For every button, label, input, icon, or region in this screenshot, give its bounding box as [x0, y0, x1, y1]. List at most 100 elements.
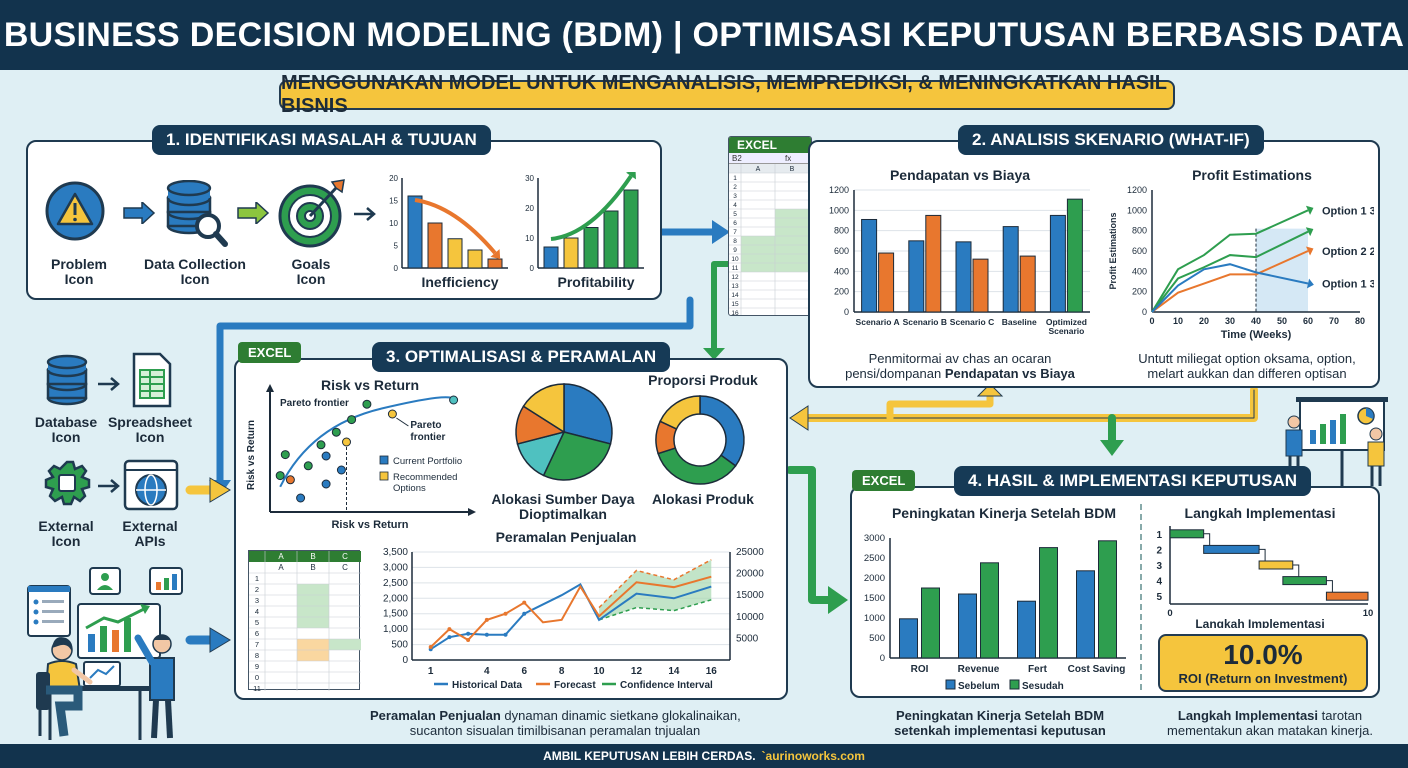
- gantt-bar: [1325, 591, 1369, 601]
- target-icon: [278, 179, 345, 248]
- tick-label: 5: [394, 242, 399, 251]
- arrow-icon: [354, 207, 376, 221]
- row-header: 5: [733, 211, 737, 218]
- legend-swatch: [945, 679, 956, 690]
- chart-title: Risk vs Return: [321, 377, 419, 393]
- data-point: [522, 600, 527, 605]
- data-point: [303, 461, 313, 471]
- chart-title: Langkah Implementasi: [1185, 505, 1336, 521]
- implementation-gantt-chart: Langkah Implementasi 1 2 3 4 50 10 Langkah Impl…: [1156, 505, 1374, 628]
- tick-label: 0: [530, 264, 535, 272]
- tick-label: 600: [834, 246, 849, 256]
- tick-label: 20000: [736, 569, 764, 580]
- series-line: [1151, 263, 1309, 313]
- performance-chart: Peningkatan Kinerja Setelah BDM 0 500 1000 1…: [864, 505, 1126, 692]
- row-header: 4: [255, 607, 259, 616]
- inefficiency-chart: 0 5 10 15 20: [389, 174, 508, 272]
- chart-title: Peningkatan Kinerja Setelah BDM: [892, 505, 1116, 521]
- row-header: 4: [733, 202, 737, 209]
- tick-label: 50: [1277, 316, 1287, 326]
- roi-value: 10.0%: [1223, 639, 1303, 670]
- section-problem-goals: [26, 140, 662, 300]
- tick-label: 1,500: [383, 609, 408, 620]
- chart-title: Profit Estimations: [1192, 167, 1312, 183]
- gantt-bar: [1169, 529, 1205, 539]
- resource-allocation-pie: [515, 383, 613, 481]
- tick-label: 10: [525, 234, 534, 243]
- tick-label: 3,000: [383, 562, 408, 573]
- section-4-caption-right: Langkah Implementasi tarotan mementakun a…: [1167, 708, 1373, 738]
- data-point: [449, 395, 459, 405]
- resource-allocation-label: Alokasi Sumber Daya Dioptimalkan: [491, 491, 635, 522]
- column-header-bar: [249, 551, 361, 562]
- excel-sheet-top[interactable]: EXCEL B2 fx A B 1 2 3 4 5 6 7 8 9 10 11 12 13 14 15 16: [728, 136, 812, 316]
- tick-label: 3000: [864, 533, 885, 544]
- row-header: 10: [731, 256, 739, 263]
- row-header: 7: [255, 640, 259, 649]
- tick-label: 16: [706, 666, 718, 677]
- row-header: 8: [255, 651, 259, 660]
- excel-sheet-mid[interactable]: A A B B C C 1 2 3 4 5 6 7 8 9 0 11: [248, 550, 361, 691]
- legend-label: Current Portfolio: [393, 456, 462, 467]
- series-label: Option 1 3: [1322, 205, 1374, 217]
- footer-text: AMBIL KEPUTUSAN LEBIH CERDAS.: [543, 749, 756, 763]
- footer-link[interactable]: `aurinoworks.com: [761, 749, 865, 763]
- tick-label: 15: [389, 197, 398, 206]
- tick-label: 0: [1167, 608, 1172, 619]
- column-header: A: [278, 563, 284, 572]
- bar: [583, 227, 599, 269]
- section-2-caption-1: Penmitormai av chas an ocaran pensi/dompa…: [845, 351, 1075, 381]
- bar: [980, 562, 999, 659]
- roi-card: 10.0% ROI (Return on Investment): [1158, 634, 1368, 692]
- legend-label: Sebelum: [958, 681, 1000, 692]
- data-point: [275, 471, 285, 481]
- row-header: 1: [255, 574, 259, 583]
- tick-label: 5000: [736, 633, 759, 644]
- row-header: 6: [255, 629, 259, 638]
- bar: [1049, 214, 1066, 313]
- tick-label: 10: [1363, 608, 1374, 619]
- inefficiency-label: Inefficiency: [421, 274, 499, 290]
- tick-label: 1200: [829, 185, 849, 195]
- tick-label: 60: [1303, 316, 1313, 326]
- tick-label: 12: [631, 666, 643, 677]
- column-header: B: [310, 552, 315, 561]
- tick-label: 1200: [1127, 185, 1147, 195]
- excel-title-bar: EXCEL: [729, 137, 811, 153]
- frontier-label: Pareto frontier: [280, 398, 349, 409]
- product-allocation-label: Alokasi Produk: [652, 491, 754, 507]
- tick-label: 10000: [736, 612, 764, 623]
- pareto-frontier-line: [279, 396, 455, 488]
- row-header: 0: [255, 673, 259, 682]
- tick-label: 10: [593, 666, 605, 677]
- bar: [1017, 600, 1036, 659]
- bar: [467, 249, 483, 269]
- legend-label: Historical Data: [452, 680, 522, 691]
- formula-icon: fx: [785, 154, 792, 163]
- bar: [623, 189, 639, 269]
- dependency-arrow: [1292, 564, 1300, 577]
- row-header: 11: [732, 265, 739, 272]
- tick-label: 500: [391, 640, 408, 651]
- bar: [1019, 255, 1036, 313]
- data-point: [336, 465, 346, 475]
- footer: AMBIL KEPUTUSAN LEBIH CERDAS. `aurinowor…: [0, 744, 1408, 768]
- tick-label: 2500: [864, 553, 885, 564]
- data-point: [362, 399, 372, 409]
- tick-label: 20: [389, 174, 398, 183]
- risk-return-chart: Risk vs Return Risk vs Return Risk vs Retu…: [246, 377, 476, 531]
- data-point: [484, 632, 489, 637]
- spreadsheet-icon-label: Spreadsheet Icon: [107, 414, 193, 445]
- tick-label: 0: [402, 655, 408, 666]
- pie-slice: [659, 395, 701, 430]
- tick-label: 1: [428, 666, 434, 677]
- column-header: B: [310, 563, 315, 572]
- dependency-arrow: [1326, 580, 1333, 593]
- tick-label: Revenue: [958, 664, 1000, 675]
- tick-label: 6: [521, 666, 527, 677]
- row-header: 2: [255, 585, 259, 594]
- dependency-arrow: [1259, 548, 1266, 561]
- section-3-caption: Peramalan Penjualan dynaman dinamic siet…: [370, 708, 741, 738]
- bar: [921, 587, 940, 659]
